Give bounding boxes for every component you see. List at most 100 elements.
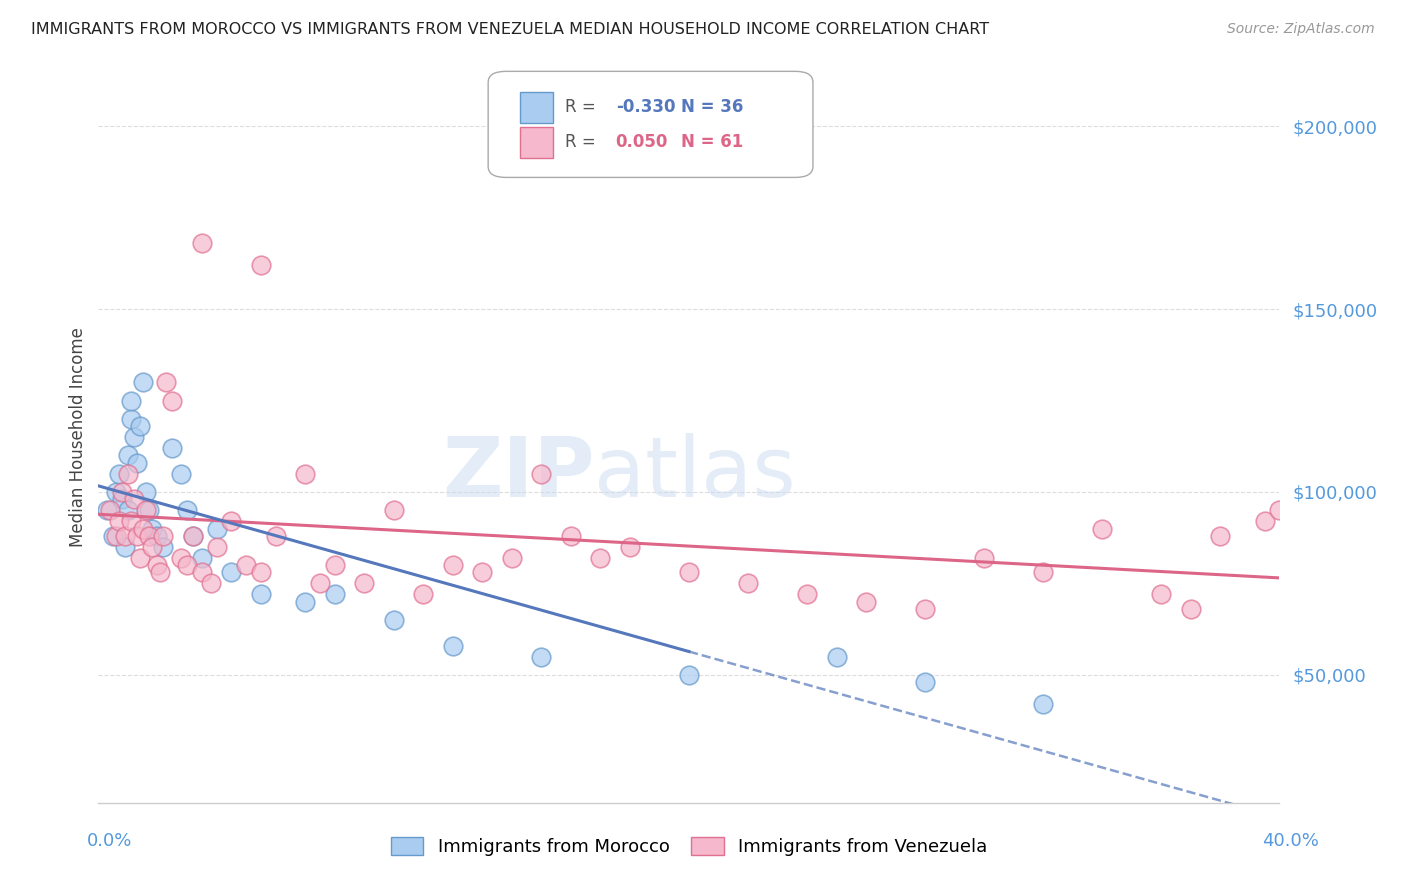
Point bbox=[135, 484, 157, 499]
Point bbox=[117, 467, 139, 481]
Point bbox=[501, 550, 523, 565]
Point bbox=[737, 576, 759, 591]
Point bbox=[264, 529, 287, 543]
Point bbox=[128, 419, 150, 434]
Point bbox=[120, 393, 142, 408]
Point bbox=[382, 613, 405, 627]
Text: N = 61: N = 61 bbox=[681, 133, 742, 152]
Point bbox=[825, 649, 848, 664]
Point bbox=[250, 566, 273, 580]
Point bbox=[250, 258, 273, 272]
Point bbox=[589, 550, 612, 565]
Point bbox=[191, 550, 214, 565]
Point bbox=[914, 675, 936, 690]
Point bbox=[1150, 587, 1173, 601]
Point bbox=[221, 566, 243, 580]
Point bbox=[128, 550, 150, 565]
Point bbox=[120, 514, 142, 528]
Point bbox=[152, 540, 174, 554]
Point bbox=[146, 529, 169, 543]
Text: R =: R = bbox=[565, 98, 596, 116]
Point bbox=[181, 529, 204, 543]
Point bbox=[125, 529, 148, 543]
Point bbox=[170, 550, 193, 565]
Point bbox=[149, 566, 172, 580]
Point bbox=[176, 503, 198, 517]
Point bbox=[152, 529, 174, 543]
Point bbox=[108, 514, 131, 528]
Point bbox=[471, 566, 494, 580]
Point bbox=[122, 430, 145, 444]
Point bbox=[111, 492, 134, 507]
Point bbox=[323, 558, 346, 573]
Point bbox=[191, 236, 214, 251]
Point bbox=[309, 576, 332, 591]
Point bbox=[205, 521, 228, 535]
FancyBboxPatch shape bbox=[488, 71, 813, 178]
Point bbox=[181, 529, 204, 543]
Point bbox=[560, 529, 582, 543]
Point bbox=[973, 550, 995, 565]
Point bbox=[98, 503, 121, 517]
Text: ZIP: ZIP bbox=[441, 434, 595, 514]
Point bbox=[382, 503, 405, 517]
Y-axis label: Median Household Income: Median Household Income bbox=[69, 327, 87, 547]
Point bbox=[135, 503, 157, 517]
Point bbox=[678, 667, 700, 681]
Point bbox=[235, 558, 257, 573]
Point bbox=[205, 540, 228, 554]
Point bbox=[1268, 503, 1291, 517]
Point bbox=[141, 521, 163, 535]
Point bbox=[117, 503, 139, 517]
Point bbox=[96, 503, 118, 517]
Point bbox=[353, 576, 375, 591]
FancyBboxPatch shape bbox=[520, 127, 553, 158]
Point bbox=[1180, 602, 1202, 616]
Point bbox=[855, 594, 877, 608]
Text: 40.0%: 40.0% bbox=[1263, 831, 1319, 849]
Point bbox=[170, 467, 193, 481]
Text: atlas: atlas bbox=[595, 434, 796, 514]
Point bbox=[114, 540, 136, 554]
Point bbox=[114, 529, 136, 543]
Point bbox=[132, 521, 155, 535]
Point bbox=[162, 393, 183, 408]
Point bbox=[530, 649, 553, 664]
Point bbox=[176, 558, 198, 573]
Point bbox=[111, 484, 134, 499]
Point bbox=[191, 566, 214, 580]
Point bbox=[530, 467, 553, 481]
Text: N = 36: N = 36 bbox=[681, 98, 742, 116]
Point bbox=[138, 529, 160, 543]
Point bbox=[122, 492, 145, 507]
Text: 0.050: 0.050 bbox=[616, 133, 668, 152]
Point bbox=[323, 587, 346, 601]
Point bbox=[441, 639, 464, 653]
Point bbox=[1254, 514, 1277, 528]
Text: 0.0%: 0.0% bbox=[87, 831, 132, 849]
Point bbox=[200, 576, 222, 591]
Point bbox=[294, 467, 316, 481]
Point bbox=[125, 456, 148, 470]
Point bbox=[1209, 529, 1232, 543]
Text: R =: R = bbox=[565, 133, 596, 152]
Point bbox=[138, 503, 160, 517]
Point bbox=[162, 441, 183, 455]
Point bbox=[1091, 521, 1114, 535]
Point bbox=[105, 529, 128, 543]
Point bbox=[105, 484, 128, 499]
Point bbox=[1032, 566, 1054, 580]
Point bbox=[1032, 697, 1054, 711]
Point bbox=[132, 375, 155, 389]
Text: IMMIGRANTS FROM MOROCCO VS IMMIGRANTS FROM VENEZUELA MEDIAN HOUSEHOLD INCOME COR: IMMIGRANTS FROM MOROCCO VS IMMIGRANTS FR… bbox=[31, 22, 988, 37]
Point bbox=[146, 558, 169, 573]
Point bbox=[441, 558, 464, 573]
Point bbox=[250, 587, 273, 601]
Point bbox=[412, 587, 434, 601]
Point bbox=[619, 540, 641, 554]
FancyBboxPatch shape bbox=[520, 92, 553, 122]
Text: Source: ZipAtlas.com: Source: ZipAtlas.com bbox=[1227, 22, 1375, 37]
Point bbox=[796, 587, 818, 601]
Point bbox=[221, 514, 243, 528]
Point bbox=[678, 566, 700, 580]
